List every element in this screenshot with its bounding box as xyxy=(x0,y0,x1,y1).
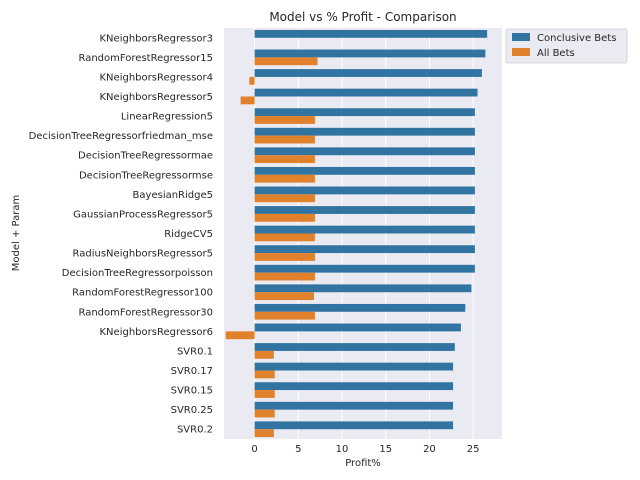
x-tick-label: 0 xyxy=(251,444,257,455)
bar-all-bets-16 xyxy=(254,350,274,359)
bar-conclusive-bets-6 xyxy=(254,147,475,156)
bar-conclusive-bets-20 xyxy=(254,421,454,430)
y-tick-label: KNeighborsRegressor5 xyxy=(100,92,214,103)
bar-conclusive-bets-7 xyxy=(254,166,475,175)
y-tick-label: DecisionTreeRegressormse xyxy=(79,170,213,181)
y-tick-label: BayesianRidge5 xyxy=(133,190,213,201)
bar-conclusive-bets-16 xyxy=(254,343,455,351)
y-tick-label: RandomForestRegressor30 xyxy=(78,307,213,318)
y-tick-label: DecisionTreeRegressorfriedman_mse xyxy=(29,131,213,142)
bar-all-bets-5 xyxy=(254,135,315,144)
y-tick-label: RandomForestRegressor15 xyxy=(78,53,213,64)
bar-all-bets-6 xyxy=(254,155,315,164)
bar-conclusive-bets-18 xyxy=(254,382,454,391)
legend-swatch-all-bets xyxy=(512,48,530,56)
bars xyxy=(225,29,488,438)
y-tick-label: GaussianProcessRegressor5 xyxy=(73,209,213,220)
bar-conclusive-bets-19 xyxy=(254,401,454,410)
y-tick-label: RadiusNeighborsRegressor5 xyxy=(73,249,213,260)
legend-label-conclusive-bets: Conclusive Bets xyxy=(537,33,616,44)
x-tick-label: 20 xyxy=(423,444,436,455)
bar-conclusive-bets-9 xyxy=(254,206,475,214)
bar-all-bets-4 xyxy=(254,116,315,124)
y-tick-label: SVR0.1 xyxy=(177,346,213,357)
y-tick-label: SVR0.15 xyxy=(171,386,213,397)
bar-all-bets-20 xyxy=(254,429,274,438)
y-tick-label: SVR0.2 xyxy=(177,425,213,436)
bar-all-bets-11 xyxy=(254,253,315,261)
bar-all-bets-18 xyxy=(254,390,275,398)
bar-conclusive-bets-14 xyxy=(254,303,466,312)
legend-label-all-bets: All Bets xyxy=(537,48,575,59)
y-axis-label: Model + Param xyxy=(11,195,22,271)
x-tick-label: 5 xyxy=(295,444,301,455)
bar-all-bets-7 xyxy=(254,174,315,183)
bar-all-bets-14 xyxy=(254,311,315,320)
x-tick-label: 10 xyxy=(336,444,349,455)
y-tick-label: RandomForestRegressor100 xyxy=(72,288,213,299)
bar-conclusive-bets-2 xyxy=(254,69,482,77)
y-tick-label: KNeighborsRegressor3 xyxy=(100,33,214,44)
y-tick-labels: KNeighborsRegressor3 RandomForestRegresso… xyxy=(29,33,213,435)
bar-all-bets-19 xyxy=(254,409,275,418)
bar-all-bets-13 xyxy=(254,292,315,301)
bar-all-bets-2 xyxy=(249,76,255,85)
legend: Conclusive Bets All Bets xyxy=(505,28,628,64)
bar-conclusive-bets-17 xyxy=(254,362,454,371)
chart-title: Model vs % Profit - Comparison xyxy=(269,10,456,24)
bar-all-bets-12 xyxy=(254,272,315,281)
bar-conclusive-bets-0 xyxy=(254,29,488,38)
x-tick-label: 15 xyxy=(379,444,392,455)
bar-conclusive-bets-1 xyxy=(254,49,486,58)
y-tick-label: RidgeCV5 xyxy=(164,229,213,240)
y-tick-label: LinearRegression5 xyxy=(121,112,213,123)
x-axis-label: Profit% xyxy=(345,458,381,469)
bar-conclusive-bets-8 xyxy=(254,186,475,195)
x-tick-label: 25 xyxy=(467,444,480,455)
bar-all-bets-9 xyxy=(254,213,315,222)
y-tick-label: SVR0.17 xyxy=(171,366,213,377)
bar-conclusive-bets-4 xyxy=(254,108,475,117)
y-tick-label: SVR0.25 xyxy=(171,405,213,416)
x-tick-labels: 0 5 10 15 20 25 xyxy=(251,444,479,455)
bar-all-bets-17 xyxy=(254,370,275,379)
y-tick-label: KNeighborsRegressor4 xyxy=(100,72,214,83)
bar-conclusive-bets-15 xyxy=(254,323,461,332)
legend-swatch-conclusive-bets xyxy=(512,33,530,41)
bar-all-bets-8 xyxy=(254,194,315,203)
bar-conclusive-bets-10 xyxy=(254,225,475,234)
bar-all-bets-1 xyxy=(254,57,318,66)
y-tick-label: DecisionTreeRegressorpoisson xyxy=(62,268,213,279)
bar-all-bets-3 xyxy=(240,96,255,105)
bar-conclusive-bets-12 xyxy=(254,264,475,273)
bar-conclusive-bets-3 xyxy=(254,88,478,97)
bar-all-bets-10 xyxy=(254,233,315,242)
bar-conclusive-bets-13 xyxy=(254,284,472,293)
y-tick-label: DecisionTreeRegressormae xyxy=(78,151,213,162)
legend-frame xyxy=(505,28,628,64)
bar-conclusive-bets-11 xyxy=(254,245,475,254)
bar-conclusive-bets-5 xyxy=(254,127,475,136)
bar-all-bets-15 xyxy=(225,331,255,340)
y-tick-label: KNeighborsRegressor6 xyxy=(100,327,214,338)
